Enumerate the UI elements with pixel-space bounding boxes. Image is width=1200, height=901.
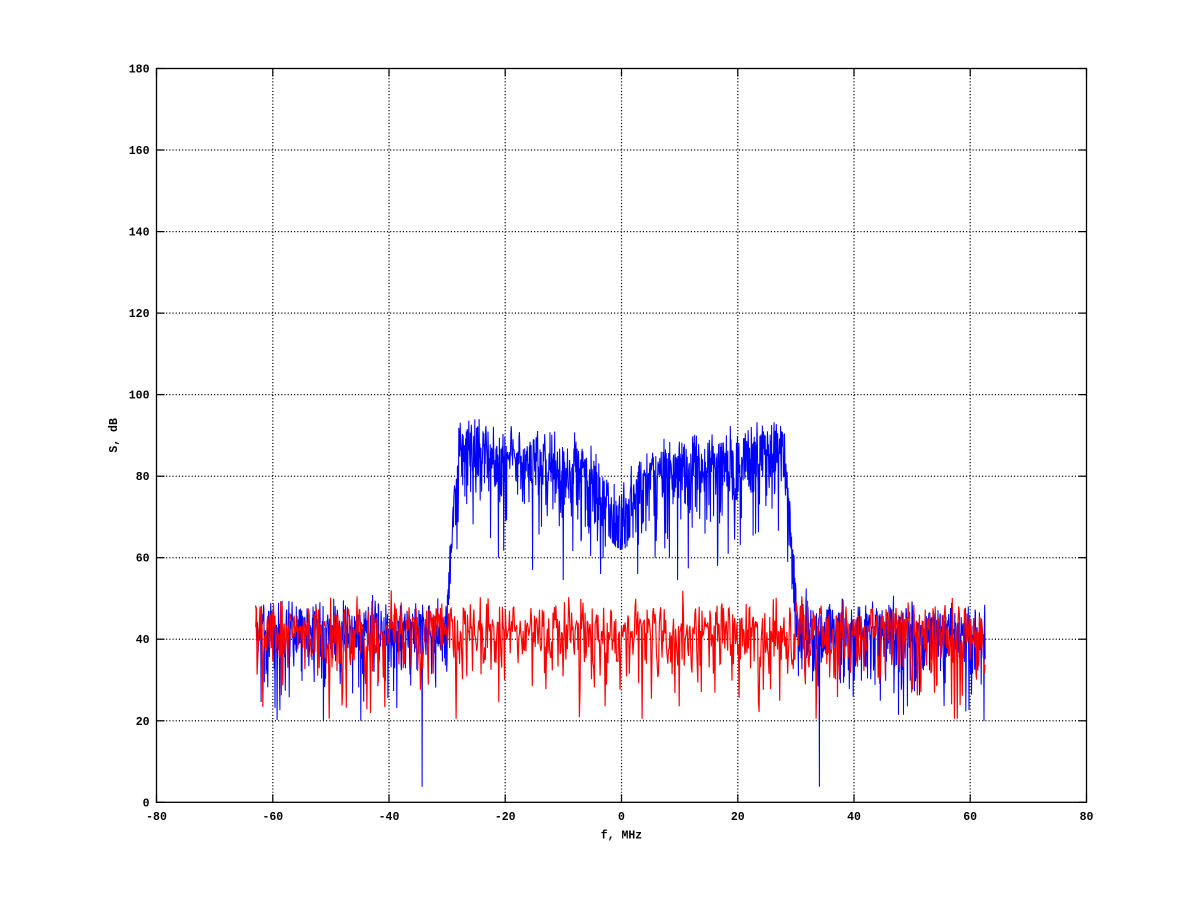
svg-text:120: 120 — [129, 308, 150, 321]
svg-text:140: 140 — [129, 227, 150, 240]
svg-text:-20: -20 — [495, 811, 516, 824]
svg-text:20: 20 — [731, 811, 745, 824]
svg-text:-40: -40 — [379, 811, 400, 824]
svg-text:20: 20 — [136, 716, 150, 729]
svg-text:S, dB: S, dB — [108, 418, 121, 453]
svg-text:0: 0 — [618, 811, 625, 824]
svg-text:-80: -80 — [146, 811, 167, 824]
svg-text:80: 80 — [1080, 811, 1094, 824]
svg-text:160: 160 — [129, 145, 150, 158]
svg-text:180: 180 — [129, 64, 150, 77]
svg-text:0: 0 — [143, 797, 150, 810]
svg-text:100: 100 — [129, 390, 150, 403]
svg-text:40: 40 — [847, 811, 861, 824]
svg-text:f, MHz: f, MHz — [601, 830, 643, 843]
svg-text:60: 60 — [136, 553, 150, 566]
svg-text:-60: -60 — [262, 811, 283, 824]
svg-text:80: 80 — [136, 471, 150, 484]
svg-text:60: 60 — [963, 811, 977, 824]
svg-text:40: 40 — [136, 634, 150, 647]
